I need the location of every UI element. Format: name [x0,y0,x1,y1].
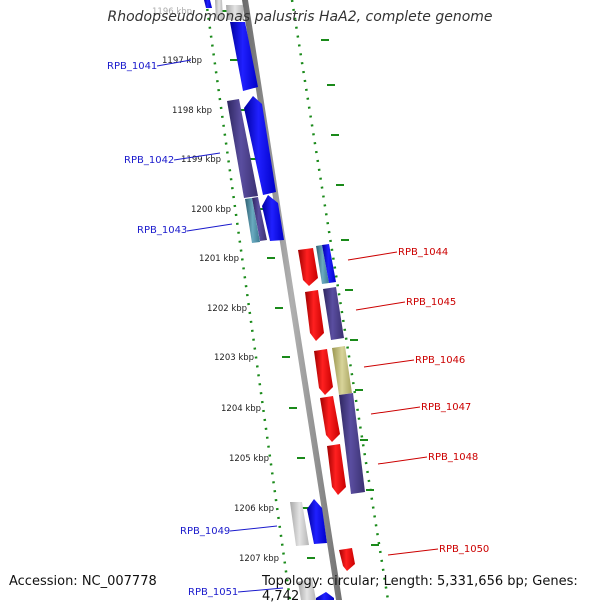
gene-feature-purple [252,197,267,241]
gene-label-reverse: RPB_1045 [406,297,456,308]
gene-feature-gray [215,0,223,20]
leader-line [186,223,233,232]
map-title: Rhodopseudomonas palustris HaA2, complet… [107,9,493,25]
tick-label: 1206 kbp [234,504,274,514]
gene-label-forward: RPB_1051 [188,587,238,598]
tick-label: 1198 kbp [172,106,212,116]
gene-feature-red [314,349,333,395]
gene-label-reverse: RPB_1047 [421,402,471,413]
gene-feature-blue [316,592,334,600]
gene-label-forward: RPB_1042 [124,155,174,166]
gene-label-reverse: RPB_1048 [428,452,478,463]
leader-line [377,456,428,465]
gene-feature-blue [244,96,276,195]
gene-feature-blue [262,195,284,241]
gene-feature-purple [227,99,258,198]
tick-label: 1199 kbp [181,155,221,165]
gene-feature-blue [322,244,336,283]
reverse-strand-features [298,244,365,571]
leader-line [229,525,278,532]
forward-strand-features [204,0,334,600]
kbp-ticks: 1196 kbp 1197 kbp 1198 kbp 1199 kbp 1200 kbp… [152,7,379,564]
gene-feature-gray [298,578,316,600]
gene-feature-teal [245,198,260,243]
gene-feature-gray [290,502,309,546]
gene-feature-red [320,396,340,442]
tick-label: 1201 kbp [199,254,239,264]
gene-labels: RPB_1041 RPB_1042 RPB_1043 RPB_1049 RPB_1051… [107,61,489,598]
gene-feature-teal [316,245,329,284]
gene-feature-red [305,290,324,341]
gene-feature-blue [204,0,212,8]
tick-label: 1205 kbp [229,454,269,464]
gene-feature-purple [339,393,365,494]
tick-label: 1202 kbp [207,304,247,314]
gene-feature-gray [226,5,244,20]
gene-label-forward: RPB_1043 [137,225,187,236]
label-leader-lines [156,59,439,593]
leader-line [363,359,415,368]
leader-line [156,59,192,67]
gene-feature-blue [307,499,327,544]
gene-feature-red [327,444,346,495]
tick-label: 1200 kbp [191,205,231,215]
tick-label: 1197 kbp [162,56,202,66]
leader-line [347,251,398,261]
tick-label: 1203 kbp [214,353,254,363]
gene-label-forward: RPB_1049 [180,526,230,537]
gene-label-reverse: RPB_1046 [415,355,465,366]
leader-line [173,152,221,161]
accession-text: Accession: NC_007778 [9,574,157,589]
tick-label: 1204 kbp [221,404,261,414]
gene-feature-red [339,548,355,571]
leader-line [237,587,284,593]
tick-label: 1207 kbp [239,554,279,564]
gene-label-reverse: RPB_1050 [439,544,489,555]
left-dotted-boundary [204,0,292,600]
gene-feature-red [298,248,318,286]
gene-feature-purple [323,287,344,340]
gene-label-reverse: RPB_1044 [398,247,448,258]
gene-label-forward: RPB_1041 [107,61,157,72]
leader-line [355,301,406,311]
gene-feature-olive [332,346,352,395]
leader-line [387,548,439,556]
gene-feature-blue [230,22,258,91]
tick-label: 1196 kbp [152,7,192,17]
leader-line [370,406,421,415]
